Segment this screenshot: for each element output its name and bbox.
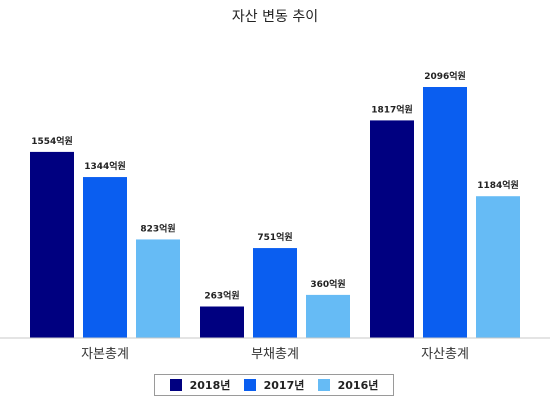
value-label-자산총계-2017년: 2096억원 xyxy=(424,70,466,82)
bar-자산총계-2017년[interactable] xyxy=(423,87,467,338)
category-label-자본총계: 자본총계 xyxy=(81,347,129,362)
value-labels-group: 1554억원 1344억원 823억원 263억원 751억원 360억원 1817억원 20… xyxy=(31,70,519,302)
bar-부채총계-2018년[interactable] xyxy=(200,306,244,338)
category-label-자산총계: 자산총계 xyxy=(421,347,469,362)
legend-swatch-2016 xyxy=(317,379,330,391)
value-label-자본총계-2017년: 1344억원 xyxy=(84,160,126,172)
value-label-부채총계-2017년: 751억원 xyxy=(257,231,292,243)
legend-label-2017: 2017년 xyxy=(263,379,305,392)
bar-자산총계-2016년[interactable] xyxy=(476,196,520,338)
bar-자본총계-2018년[interactable] xyxy=(30,151,74,338)
legend-item-2016[interactable]: 2016년 xyxy=(317,377,379,393)
bar-자본총계-2016년[interactable] xyxy=(136,239,180,338)
bar-부채총계-2016년[interactable] xyxy=(306,294,350,338)
legend-label-2018: 2018년 xyxy=(189,379,231,392)
legend-item-2018[interactable]: 2018년 xyxy=(169,377,231,393)
legend-swatch-2017 xyxy=(243,379,256,391)
value-label-자본총계-2016년: 823억원 xyxy=(140,222,175,234)
bar-부채총계-2017년[interactable] xyxy=(253,248,297,338)
value-label-자본총계-2018년: 1554억원 xyxy=(31,135,73,147)
value-label-부채총계-2016년: 360억원 xyxy=(310,278,345,290)
bar-자본총계-2017년[interactable] xyxy=(83,177,127,338)
legend: 2018년 2017년 2016년 xyxy=(154,374,394,396)
legend-label-2016: 2016년 xyxy=(337,379,379,392)
legend-item-2017[interactable]: 2017년 xyxy=(243,377,305,393)
bar-자산총계-2018년[interactable] xyxy=(370,120,414,338)
value-label-부채총계-2018년: 263억원 xyxy=(204,290,239,302)
chart-title: 자산 변동 추이 xyxy=(231,9,319,25)
value-label-자산총계-2018년: 1817억원 xyxy=(371,103,413,115)
value-label-자산총계-2016년: 1184억원 xyxy=(477,179,519,191)
category-labels-group: 자본총계 부채총계 자산총계 xyxy=(81,347,469,362)
legend-swatch-2018 xyxy=(169,379,182,391)
category-label-부채총계: 부채총계 xyxy=(251,347,299,362)
bars-group xyxy=(30,87,520,338)
